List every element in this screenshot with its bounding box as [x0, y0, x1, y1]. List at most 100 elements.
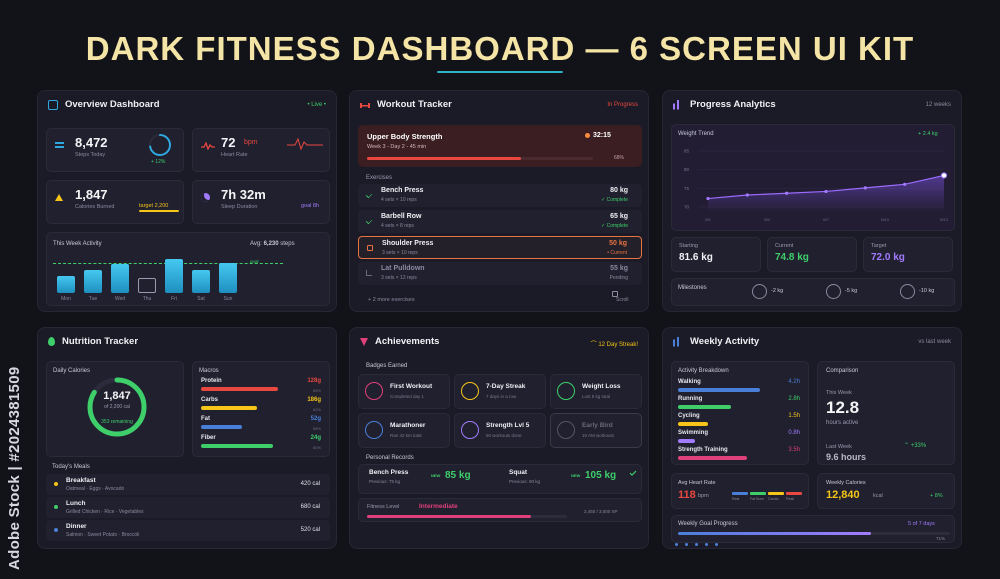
- week-bar[interactable]: [138, 278, 156, 293]
- record-value: 85 kg: [445, 470, 471, 481]
- timer-dot: [585, 133, 590, 138]
- nutrition-card: Nutrition Tracker Daily Calories 1,847 o…: [37, 327, 337, 549]
- y-tick-label: 80: [684, 167, 690, 172]
- meal-calories: 420 cal: [300, 481, 320, 487]
- pagination-dot[interactable]: [685, 543, 688, 546]
- macro-bar: [201, 425, 242, 429]
- milestone-circle: [752, 284, 767, 299]
- badge-tile[interactable]: Early Bird 10 AM workouts: [550, 413, 642, 448]
- badge-tile[interactable]: First Workout Completed day 1: [358, 374, 450, 409]
- meal-name: Lunch: [66, 500, 86, 507]
- week-bar[interactable]: [111, 264, 129, 293]
- sleep-value: 7h 32m: [221, 187, 266, 202]
- exercise-row[interactable]: Barbell Row 4 sets × 8 reps 65 kg ✓ Complet…: [358, 210, 642, 233]
- badge-name: First Workout: [390, 383, 433, 390]
- record-name: Bench Press: [369, 469, 409, 476]
- sleep-tile[interactable]: 7h 32m Sleep Duration goal 8h: [192, 180, 330, 224]
- pagination-dot[interactable]: [675, 543, 678, 546]
- pagination-dot[interactable]: [715, 543, 718, 546]
- exercise-name: Bench Press: [381, 187, 424, 194]
- stat-tile: Current 74.8 kg: [767, 237, 857, 272]
- weekly-calories-change: + 8%: [930, 493, 943, 499]
- badge-grid: First Workout Completed day 1 7-Day Streak…: [358, 374, 642, 450]
- scroll-label[interactable]: Scroll: [616, 297, 629, 303]
- week-bar[interactable]: [165, 259, 183, 293]
- weight-point: [745, 193, 749, 197]
- weight-point: [863, 186, 867, 190]
- macro-bar: [201, 406, 257, 410]
- trophy-icon: [360, 337, 368, 346]
- page-title: DARK FITNESS DASHBOARD — 6 SCREEN UI KIT: [85, 30, 915, 67]
- macros-label: Macros: [199, 368, 219, 374]
- badge-tile[interactable]: Weight Loss Lost 5 kg total: [550, 374, 642, 409]
- exercise-row[interactable]: Bench Press 4 sets × 10 reps 80 kg ✓ Comple…: [358, 184, 642, 207]
- steps-tile[interactable]: 8,472 Steps Today + 12%: [46, 128, 184, 172]
- weight-line-chart: 85 80 75 70 W1 W4 W7 W10 W12: [684, 149, 949, 223]
- meal-name: Dinner: [66, 523, 87, 530]
- badge-tile[interactable]: Marathoner Ran 42 km total: [358, 413, 450, 448]
- calories-tile[interactable]: 1,847 Calories Burned target 2,200: [46, 180, 184, 224]
- weight-delta: + 2.4 kg: [918, 131, 938, 137]
- weekly-goal-fill: [678, 532, 872, 535]
- xp-fill: [367, 515, 531, 518]
- fitness-level-panel: Fitness Level Intermediate 2,450 / 3,000…: [358, 498, 642, 522]
- week-bar[interactable]: [84, 270, 102, 293]
- check-icon: [629, 470, 637, 476]
- meal-row[interactable]: Breakfast Oatmeal · Eggs · Avocado 420 cal: [46, 474, 330, 495]
- pagination-dot[interactable]: [695, 543, 698, 546]
- y-tick-label: 85: [684, 149, 690, 154]
- daily-calories-label: Daily Calories: [53, 368, 91, 374]
- last-week-value: 9.6 hours: [826, 452, 867, 462]
- weekly-compare-toggle[interactable]: vs last week: [918, 339, 951, 345]
- pagination-dot[interactable]: [705, 543, 708, 546]
- fitness-level-label: Fitness Level: [367, 504, 400, 510]
- session-percent: 68%: [614, 155, 625, 161]
- session-card[interactable]: Upper Body Strength 32:15 Week 3 - Day 2…: [358, 125, 642, 167]
- more-exercises-link[interactable]: + 2 more exercises: [368, 297, 415, 303]
- activity-bar: [678, 439, 695, 443]
- week-bar[interactable]: [57, 276, 75, 293]
- badge-medal-icon: [365, 382, 383, 400]
- badge-detail: Ran 42 km total: [390, 433, 422, 438]
- nutrition-title: Nutrition Tracker: [62, 336, 139, 347]
- macro-percent: 62%: [312, 407, 321, 412]
- xp-track: [367, 515, 567, 518]
- badge-tile[interactable]: 7-Day Streak 7 days in a row: [454, 374, 546, 409]
- check-icon: [365, 191, 373, 199]
- meal-row[interactable]: Lunch Grilled Chicken · Rice · Vegetables…: [46, 497, 330, 518]
- heart-rate-value: 72: [221, 135, 236, 150]
- avg-heart-rate-label: Avg Heart Rate: [678, 480, 716, 486]
- exercise-detail: 4 sets × 10 reps: [381, 197, 417, 203]
- week-day-label: Sat: [197, 296, 205, 302]
- exercise-row[interactable]: Lat Pulldown 3 sets × 12 reps 55 kg Pending: [358, 262, 642, 285]
- title-underline: [437, 71, 563, 73]
- meal-items: Salmon · Sweet Potato · Broccoli: [66, 532, 140, 538]
- badge-name: Marathoner: [390, 422, 426, 429]
- week-bar[interactable]: [192, 270, 210, 293]
- meals-label: Today's Meals: [52, 464, 90, 470]
- heart-rate-tile[interactable]: 72 bpm Heart Rate: [192, 128, 330, 172]
- badges-label: Badges Earned: [366, 363, 408, 369]
- fitness-level-value: Intermediate: [419, 503, 458, 510]
- week-bar[interactable]: [219, 263, 237, 293]
- weight-point: [706, 196, 710, 201]
- last-week-label: Last Week: [826, 444, 852, 450]
- flame-icon: [55, 194, 63, 201]
- weekly-goal-panel: Weekly Goal Progress 5 of 7 days 71%: [671, 515, 955, 543]
- this-week-value: 12.8: [826, 398, 860, 417]
- meal-row[interactable]: Dinner Salmon · Sweet Potato · Broccoli 52…: [46, 520, 330, 541]
- activity-breakdown-label: Activity Breakdown: [678, 368, 729, 374]
- exercise-row[interactable]: Shoulder Press 3 sets × 10 reps 50 kg • Cur…: [358, 236, 642, 259]
- week-day-label: Sun: [223, 296, 233, 302]
- meal-calories: 680 cal: [300, 504, 320, 510]
- week-day-label: Thu: [142, 296, 152, 302]
- session-detail: Week 3 - Day 2 - 45 min: [367, 144, 427, 150]
- progress-range[interactable]: 12 weeks: [925, 102, 951, 108]
- macros-panel: Macros Protein 128g 85% Carbs 186g 62% Fat 52g 5…: [192, 361, 330, 457]
- steps-progress-ring: [149, 134, 171, 156]
- badge-detail: Lost 5 kg total: [582, 394, 611, 399]
- macro-percent: 80%: [312, 445, 321, 450]
- achievements-title: Achievements: [375, 336, 440, 347]
- badge-medal-icon: [365, 421, 383, 439]
- badge-tile[interactable]: Strength Lvl 5 50 workouts done: [454, 413, 546, 448]
